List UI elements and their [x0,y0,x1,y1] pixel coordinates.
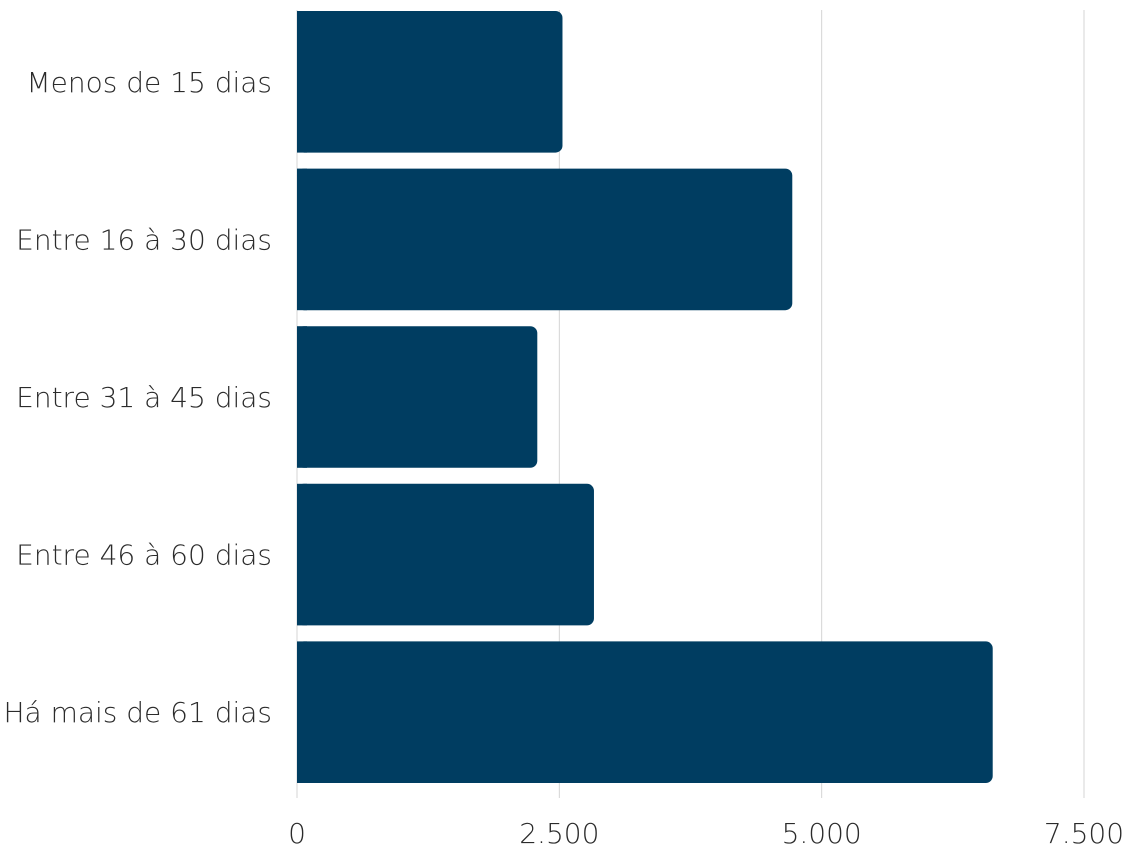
x-tick-label-7500: 7.500 [1044,817,1124,847]
category-label-4: Entre 46 à 60 dias [16,539,272,572]
category-label-1: Menos de 15 dias [27,66,272,99]
bar-3 [297,326,538,468]
bar-5 [297,641,993,783]
bars [297,11,993,783]
category-label-3: Entre 31 à 45 dias [16,381,272,414]
bar-4-base [297,483,307,626]
bar-4 [297,483,594,626]
category-label-5: Há mais de 61 dias [3,696,272,729]
bar-5-base [297,641,307,783]
category-label-2: Entre 16 à 30 dias [16,223,272,256]
bar-2 [297,168,793,311]
x-tick-label-2500: 2.500 [519,817,599,847]
bar-2-base [297,168,307,311]
bar-1 [297,11,563,153]
bar-3-base [297,326,307,468]
x-tick-label-0: 0 [288,817,306,847]
x-tick-label-5000: 5.000 [782,817,862,847]
category-labels: Menos de 15 dias Entre 16 à 30 dias Entre … [3,66,272,729]
bar-1-base [297,11,307,153]
x-tick-labels: 0 2.500 5.000 7.500 [288,817,1124,847]
